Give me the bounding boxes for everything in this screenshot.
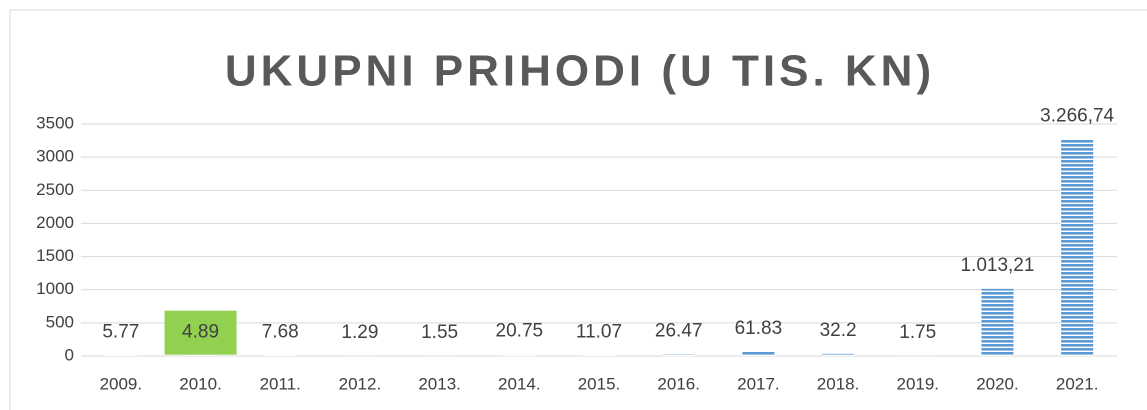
x-tick-label: 2014. <box>498 374 541 393</box>
x-tick-label: 2021. <box>1056 374 1099 393</box>
bar <box>503 354 536 356</box>
bar <box>1061 139 1094 356</box>
data-label: 1.55 <box>421 322 458 343</box>
x-tick-label: 2019. <box>896 374 939 393</box>
x-tick-label: 2009. <box>100 374 143 393</box>
x-tick-label: 2011. <box>260 374 301 393</box>
y-tick-label: 1000 <box>36 279 74 298</box>
x-tick-label: 2013. <box>418 374 461 393</box>
x-tick-label: 2018. <box>817 374 860 393</box>
y-tick-label: 0 <box>65 345 74 364</box>
data-label: 1.013,21 <box>960 255 1034 276</box>
y-tick-label: 3500 <box>36 113 74 132</box>
label-highlight <box>164 310 237 355</box>
data-label: 11.07 <box>576 321 622 342</box>
data-label: 32.2 <box>820 320 857 341</box>
data-label: 7.68 <box>262 322 299 343</box>
data-label: 26.47 <box>655 320 703 341</box>
bar <box>742 351 775 356</box>
y-tick-label: 1500 <box>36 246 74 265</box>
y-tick-label: 2000 <box>36 213 74 232</box>
bar <box>583 355 615 356</box>
x-tick-label: 2017. <box>737 374 780 393</box>
data-label: 1.29 <box>341 322 378 343</box>
bar <box>662 354 695 356</box>
chart-title: UKUPNI PRIHODI (U TIS. KN) <box>225 47 935 96</box>
y-tick-label: 500 <box>46 312 74 331</box>
data-label: 20.75 <box>496 321 544 342</box>
bar <box>264 355 297 356</box>
y-tick-label: 3000 <box>36 147 74 166</box>
chart-border <box>9 9 1147 410</box>
data-label: 61.83 <box>735 318 783 339</box>
x-tick-label: 2015. <box>578 374 621 393</box>
data-label: 5.77 <box>102 322 139 343</box>
y-tick-label: 2500 <box>36 180 74 199</box>
x-tick-label: 2010. <box>179 374 222 393</box>
data-label: 1.75 <box>899 322 936 343</box>
data-label: 4.89 <box>182 322 219 343</box>
bar <box>822 353 855 356</box>
x-tick-label: 2012. <box>339 374 382 393</box>
x-tick-label: 2020. <box>976 374 1019 393</box>
x-tick-label: 2016. <box>657 374 700 393</box>
data-label: 3.266,74 <box>1040 105 1114 126</box>
bar <box>981 288 1014 356</box>
